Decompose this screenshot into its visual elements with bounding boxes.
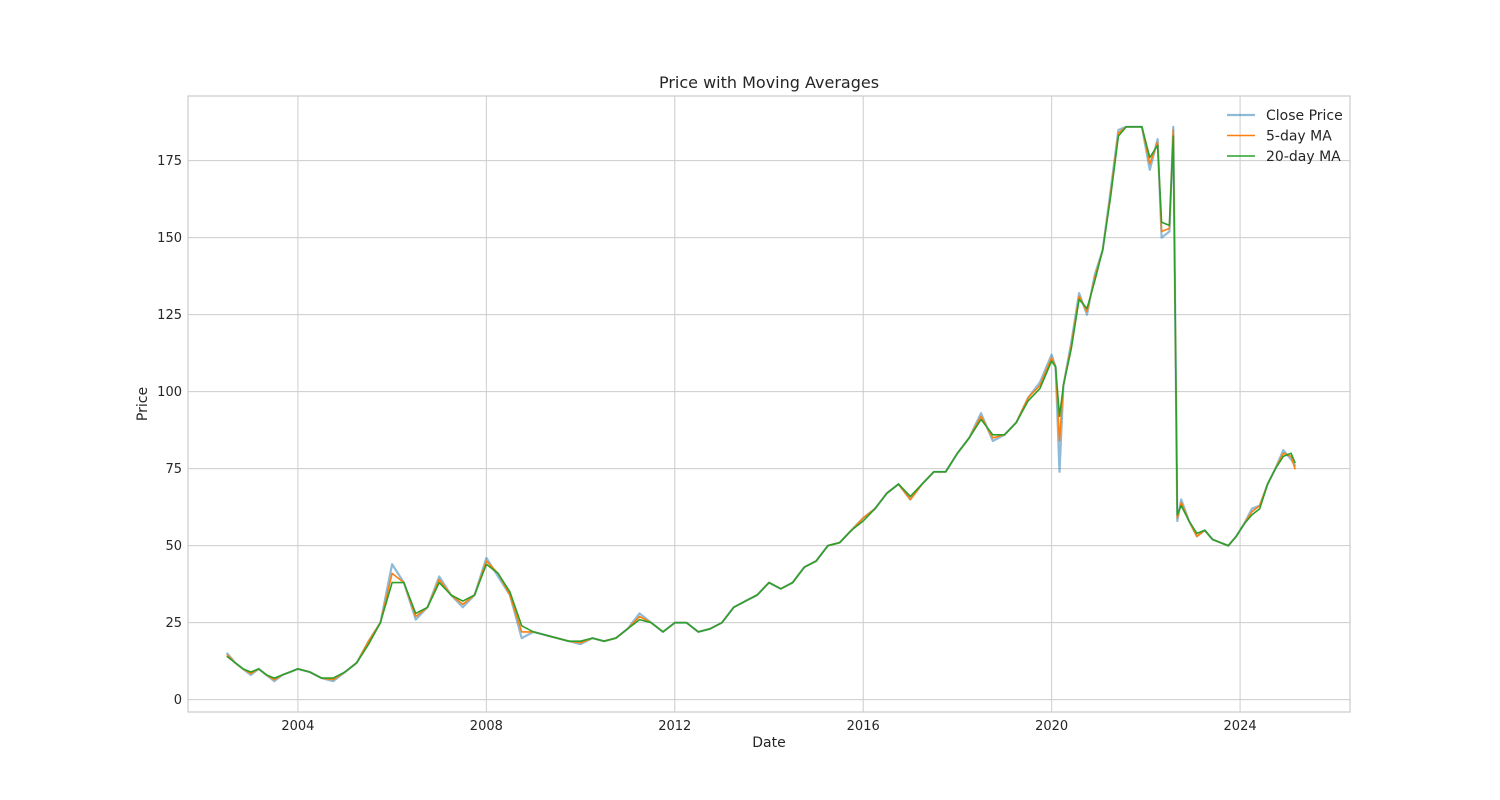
y-tick-label: 75: [165, 462, 182, 477]
x-tick-label: 2020: [1035, 719, 1068, 734]
y-tick-label: 50: [165, 539, 182, 554]
y-axis-label: Price: [135, 387, 151, 421]
x-tick-label: 2016: [847, 719, 880, 734]
y-tick-label: 150: [157, 231, 182, 246]
legend-label: Close Price: [1266, 108, 1343, 124]
y-tick-label: 0: [174, 693, 182, 708]
legend-label: 5-day MA: [1266, 129, 1332, 145]
tick-labels: 0 25 50 75 100 125 150 175 2004 2008 2012 2016 2020 2…: [157, 154, 1256, 734]
x-tick-label: 2024: [1224, 719, 1257, 734]
legend-label: 20-day MA: [1266, 149, 1341, 165]
x-tick-label: 2004: [281, 719, 314, 734]
y-tick-label: 25: [165, 616, 182, 631]
y-tick-label: 175: [157, 154, 182, 169]
y-tick-label: 125: [157, 308, 182, 323]
series-line-2: [226, 126, 1296, 679]
plot-frame: [187, 95, 1351, 713]
grid: [188, 96, 1350, 712]
x-tick-label: 2012: [658, 719, 691, 734]
chart-title: Price with Moving Averages: [659, 73, 879, 92]
legend: Close Price 5-day MA 20-day MA: [1227, 108, 1343, 165]
x-axis-label: Date: [752, 735, 785, 751]
x-tick-label: 2008: [470, 719, 503, 734]
y-tick-label: 100: [157, 385, 182, 400]
series-lines: [226, 125, 1297, 683]
